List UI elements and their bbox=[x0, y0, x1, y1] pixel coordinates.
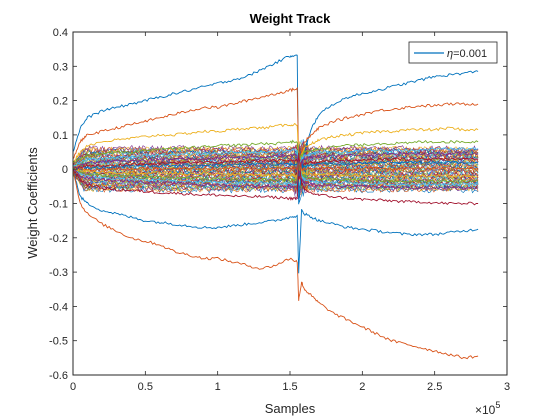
x-tick-label: 1.5 bbox=[282, 381, 297, 393]
x-axis-label: Samples bbox=[265, 401, 316, 416]
series-line-0 bbox=[72, 54, 479, 205]
chart-title: Weight Track bbox=[250, 11, 331, 26]
y-tick-label: -0.4 bbox=[49, 301, 68, 313]
legend-label-value: =0.001 bbox=[453, 48, 487, 60]
series-line-2 bbox=[72, 123, 479, 164]
series-line-7 bbox=[72, 160, 479, 177]
x-tick-label: 3 bbox=[504, 381, 510, 393]
series-line-10 bbox=[72, 164, 479, 184]
x-tick-label: 2 bbox=[359, 381, 365, 393]
series-line-14 bbox=[72, 170, 479, 274]
y-axis-label: Weight Coefficients bbox=[25, 147, 40, 259]
legend-box bbox=[408, 41, 498, 64]
legend: η=0.001 bbox=[408, 41, 498, 64]
series-band-line bbox=[72, 171, 479, 196]
series-band-line bbox=[72, 168, 479, 187]
x-axis-exponent: ×105 bbox=[475, 400, 500, 417]
y-tick-label: 0.1 bbox=[53, 130, 68, 142]
series-band-line bbox=[72, 159, 479, 177]
plot-area-frame bbox=[72, 31, 508, 376]
series-band-line bbox=[72, 156, 479, 176]
series-line-12 bbox=[72, 169, 479, 190]
series-line-11 bbox=[72, 159, 479, 187]
x-axis-exponent-base: ×10 bbox=[475, 403, 496, 417]
y-tick-label: -0.5 bbox=[49, 336, 68, 348]
y-tick-label: -0.6 bbox=[49, 370, 68, 382]
series-line-6 bbox=[72, 157, 479, 181]
x-tick-label: 2.5 bbox=[427, 381, 442, 393]
series-line-5 bbox=[72, 151, 479, 177]
y-tick-label: 0.3 bbox=[53, 61, 68, 73]
plot-area-background bbox=[73, 32, 507, 375]
series-band-line bbox=[72, 170, 479, 190]
x-tick-label: 0.5 bbox=[138, 381, 153, 393]
legend-label: η=0.001 bbox=[447, 48, 487, 60]
x-tick-label: 0 bbox=[70, 381, 76, 393]
y-tick-label: 0.2 bbox=[53, 96, 68, 108]
series-line-15 bbox=[72, 170, 479, 360]
series-line-3 bbox=[72, 139, 479, 163]
legend-eta-symbol: η bbox=[447, 48, 453, 60]
y-tick-label: -0.1 bbox=[49, 199, 68, 211]
series-line-9 bbox=[72, 163, 479, 178]
y-tick-label: 0 bbox=[62, 164, 68, 176]
series-line-13 bbox=[72, 152, 479, 206]
series-band-line bbox=[72, 166, 479, 188]
series-line-1 bbox=[72, 86, 479, 163]
x-tick-label: 1 bbox=[215, 381, 221, 393]
x-axis-exponent-power: 5 bbox=[495, 400, 500, 410]
y-tick-label: -0.2 bbox=[49, 233, 68, 245]
ticks-layer: 0 0.5 1 1.5 2 2.5 3 -0.6 -0.5 -0.4 -0.3 -0.2 -0.1 0 0.… bbox=[49, 27, 510, 393]
series-line-8 bbox=[72, 157, 479, 172]
series-band-line bbox=[72, 141, 479, 169]
y-tick-label: -0.3 bbox=[49, 267, 68, 279]
series-line-4 bbox=[72, 147, 479, 168]
series-layer bbox=[72, 54, 479, 360]
y-tick-label: 0.4 bbox=[53, 27, 68, 39]
